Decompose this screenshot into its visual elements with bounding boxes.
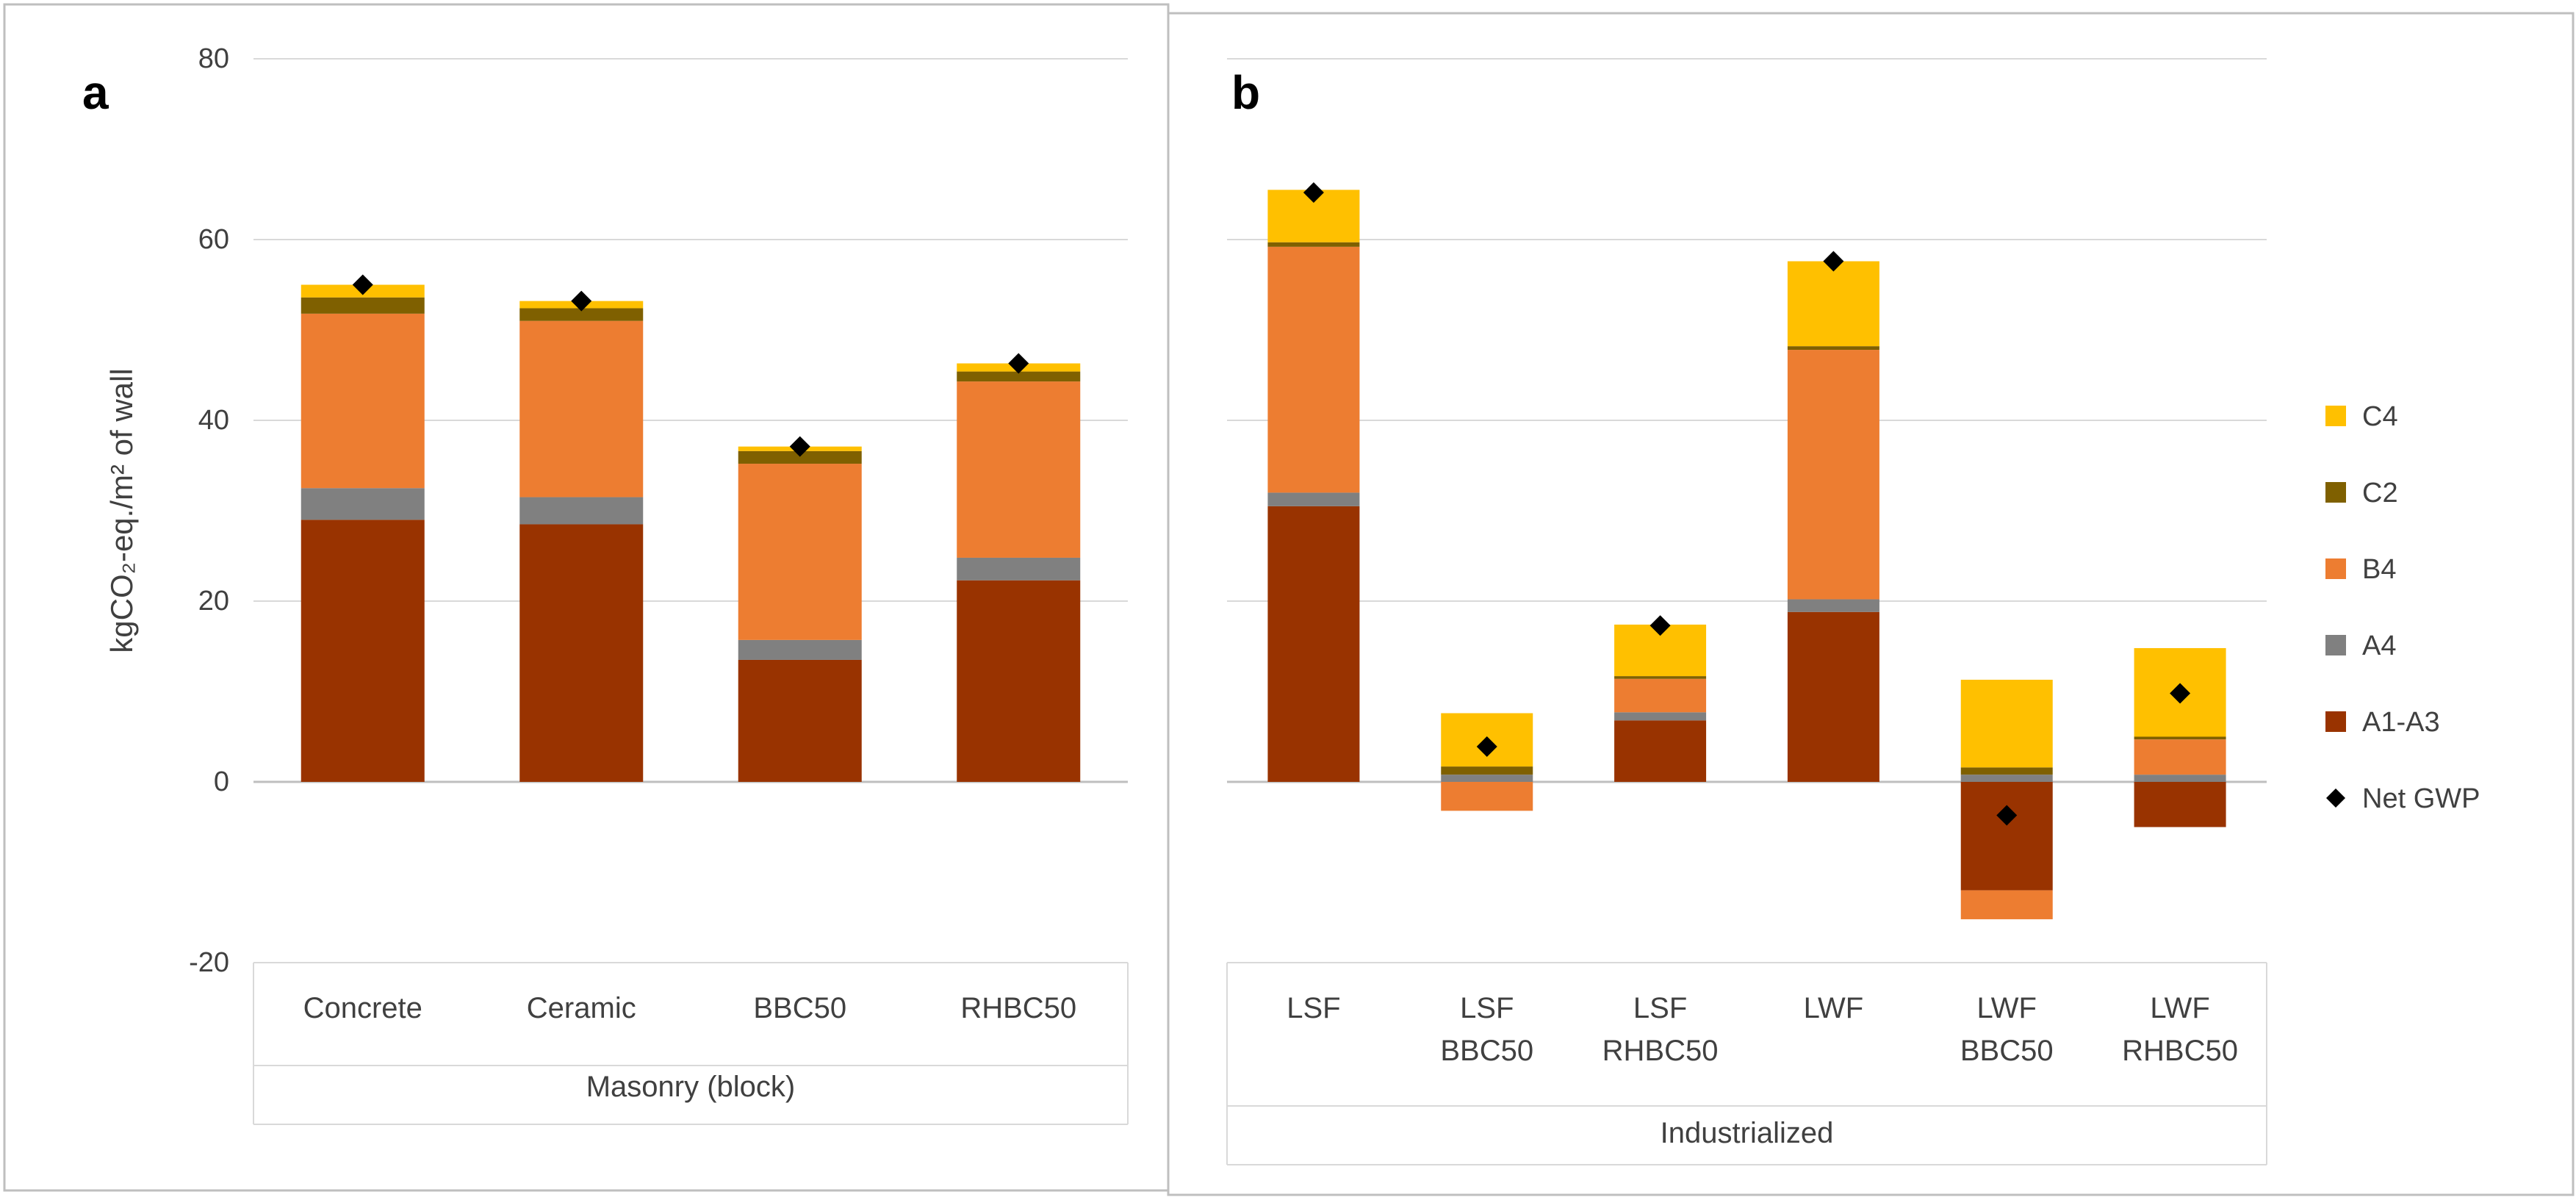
category-label: BBC50	[1960, 1035, 2054, 1067]
net-gwp-marker	[1823, 251, 1844, 272]
net-gwp-marker	[789, 436, 810, 457]
bar-a1-a3	[1267, 506, 1360, 782]
bar-b4	[301, 313, 425, 489]
bar-a4	[1614, 712, 1707, 721]
category-label: BBC50	[1440, 1035, 1533, 1067]
legend-label: B4	[2362, 554, 2396, 585]
bar-c2	[301, 297, 425, 314]
bar-a1-a3	[519, 524, 644, 782]
legend: C4 C2 B4 A4 A1-A3 Net GWP	[2325, 401, 2480, 814]
group-label: Masonry (block)	[586, 1071, 796, 1103]
legend-swatch	[2325, 635, 2346, 655]
legend-marker	[2326, 788, 2345, 808]
bar-c2	[1960, 767, 2053, 775]
bar-c2	[738, 450, 862, 464]
net-gwp-marker	[1649, 615, 1671, 636]
group-label: Industrialized	[1661, 1117, 1834, 1149]
category-label: LWF	[1804, 992, 1863, 1024]
legend-label: C4	[2362, 401, 2398, 432]
bar-neg-a1-a3	[1960, 782, 2053, 891]
bar-a4	[1787, 599, 1879, 612]
bar-c2	[1441, 766, 1533, 775]
bar-a1-a3	[1787, 611, 1879, 782]
bar-c4	[1960, 680, 2053, 768]
category-label: RHBC50	[2122, 1035, 2238, 1067]
category-label: RHBC50	[1602, 1035, 1719, 1067]
bar-a4	[301, 488, 425, 520]
category-label: LSF	[1633, 992, 1687, 1024]
bar-a1-a3	[957, 580, 1081, 782]
bar-b4	[2134, 739, 2226, 775]
y-tick-label: 0	[214, 766, 229, 797]
y-axis-ticks: 80 60 40 20 0 -20	[189, 43, 229, 978]
bar-a1-a3	[738, 659, 862, 782]
legend-swatch	[2325, 482, 2346, 503]
y-tick-label: 60	[198, 224, 229, 255]
y-axis-label: kgCO₂-eq./m² of wall	[104, 368, 139, 653]
bar-b4	[1267, 246, 1360, 493]
legend-swatch	[2325, 711, 2346, 732]
bar-c2	[1787, 346, 1879, 351]
bar-c2	[957, 371, 1081, 382]
legend-swatch	[2325, 558, 2346, 579]
net-gwp-marker	[2170, 683, 2191, 704]
bar-c4	[1787, 261, 1879, 347]
bar-b4	[1614, 678, 1707, 713]
category-label: LWF	[1977, 992, 2037, 1024]
bar-a1-a3	[301, 520, 425, 782]
legend-label: A1-A3	[2362, 707, 2440, 738]
bar-neg-a1-a3	[2134, 782, 2226, 827]
legend-label: A4	[2362, 630, 2396, 661]
panel-a-label: a	[82, 66, 109, 119]
legend-label: Net GWP	[2362, 783, 2480, 814]
net-gwp-marker	[571, 290, 592, 312]
bar-b4	[738, 464, 862, 640]
category-label: BBC50	[753, 992, 846, 1024]
bar-c2	[1614, 676, 1707, 679]
bar-neg-b4	[1960, 890, 2053, 919]
bar-a4	[738, 639, 862, 660]
category-label: LSF	[1460, 992, 1514, 1024]
net-gwp-marker	[1996, 805, 2018, 826]
legend-label: C2	[2362, 478, 2398, 509]
bar-a4	[1267, 492, 1360, 506]
y-tick-label: 80	[198, 43, 229, 74]
bar-a4	[1441, 775, 1533, 782]
bar-a4	[957, 557, 1081, 581]
y-tick-label: -20	[189, 947, 229, 978]
category-label: RHBC50	[960, 992, 1076, 1024]
bar-b4	[957, 381, 1081, 558]
net-gwp-marker	[1303, 182, 1324, 204]
bar-c2	[1267, 242, 1360, 247]
bar-a4	[519, 497, 644, 525]
category-axis: Masonry (block) Concrete Ceramic BBC50 RHBC5…	[253, 963, 2267, 1165]
bar-neg-b4	[1441, 782, 1533, 811]
net-gwp-marker	[352, 274, 373, 295]
category-label: LWF	[2150, 992, 2209, 1024]
bar-c2	[2134, 736, 2226, 740]
panel-b-label: b	[1231, 66, 1260, 119]
panel-b-frame	[1167, 12, 2575, 1196]
bar-a4	[1960, 775, 2053, 782]
category-label: Concrete	[303, 992, 422, 1024]
net-gwp-marker	[1476, 736, 1497, 758]
bars	[301, 182, 2226, 919]
category-label: LSF	[1287, 992, 1340, 1024]
bar-a4	[2134, 775, 2226, 782]
bar-a1-a3	[1614, 720, 1707, 782]
category-label: Ceramic	[527, 992, 636, 1024]
bar-b4	[519, 320, 644, 497]
y-tick-label: 40	[198, 405, 229, 436]
bar-b4	[1787, 350, 1879, 600]
legend-swatch	[2325, 406, 2346, 426]
net-gwp-marker	[1008, 353, 1029, 374]
y-tick-label: 20	[198, 586, 229, 617]
bar-c2	[519, 308, 644, 321]
